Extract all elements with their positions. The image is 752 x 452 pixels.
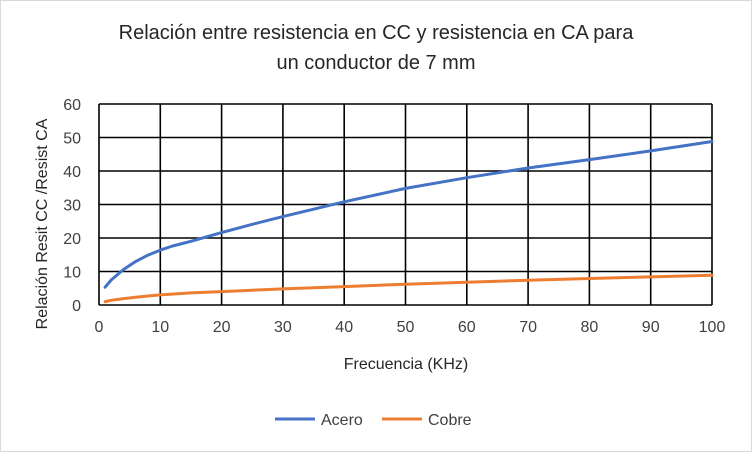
x-tick-label: 100 xyxy=(699,319,726,336)
y-tick-label: 50 xyxy=(63,131,81,148)
x-tick-label: 50 xyxy=(397,319,415,336)
grid xyxy=(98,103,713,306)
chart-title: Relación entre resistencia en CC y resis… xyxy=(0,18,752,78)
legend-label-acero: Acero xyxy=(321,412,363,429)
x-tick-label: 40 xyxy=(335,319,353,336)
series-line-acero xyxy=(103,140,714,289)
y-tick-label: 30 xyxy=(63,198,81,215)
y-tick-label: 60 xyxy=(63,97,81,114)
series-line-cobre xyxy=(103,273,714,304)
y-tick-label: 20 xyxy=(63,231,81,248)
legend: Acero Cobre xyxy=(275,412,472,429)
x-axis-title: Frecuencia (KHz) xyxy=(344,356,468,373)
x-tick-label: 90 xyxy=(642,319,660,336)
x-tick-labels: 0 10 20 30 40 50 60 70 80 90 100 xyxy=(95,319,726,336)
x-tick-label: 70 xyxy=(519,319,537,336)
legend-label-cobre: Cobre xyxy=(428,412,472,429)
x-tick-label: 10 xyxy=(151,319,169,336)
x-tick-label: 0 xyxy=(95,319,104,336)
y-tick-label: 0 xyxy=(72,298,81,315)
x-tick-label: 20 xyxy=(213,319,231,336)
chart-title-line-1: Relación entre resistencia en CC y resis… xyxy=(118,22,634,44)
y-axis-title: Relación Resit CC /Resist CA xyxy=(34,118,51,329)
x-tick-label: 60 xyxy=(458,319,476,336)
chart-title-line-2: un conductor de 7 mm xyxy=(276,52,476,74)
y-tick-label: 10 xyxy=(63,265,81,282)
x-tick-label: 30 xyxy=(274,319,292,336)
y-tick-labels: 0 10 20 30 40 50 60 xyxy=(63,97,81,315)
series-lines xyxy=(103,140,714,304)
y-tick-label: 40 xyxy=(63,164,81,181)
x-tick-label: 80 xyxy=(581,319,599,336)
